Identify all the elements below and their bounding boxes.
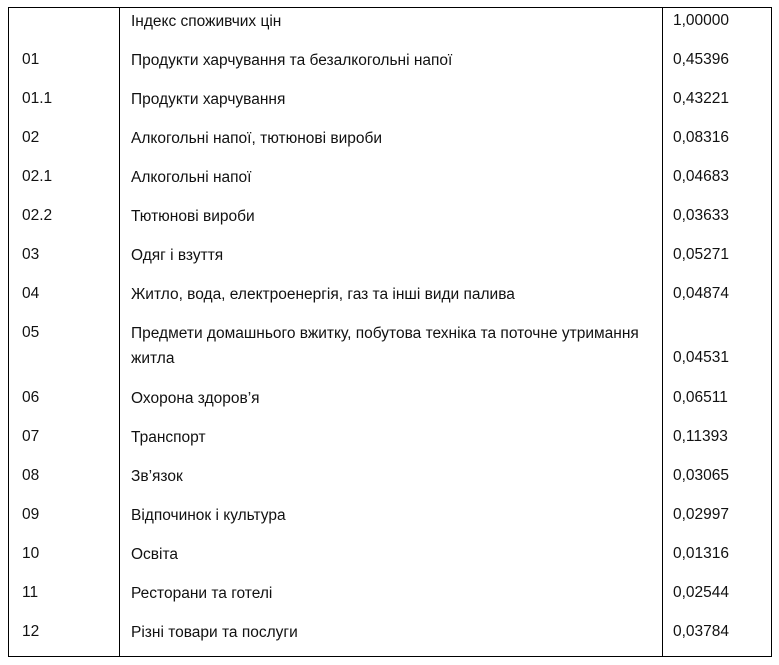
row-code: 04 [22, 285, 40, 302]
table-row: 10 Освіта 0,01316 [9, 541, 771, 580]
row-code: 02 [22, 129, 40, 146]
table-row: Індекс споживчих цін 1,00000 [9, 8, 771, 47]
row-name: Транспорт [131, 429, 206, 446]
row-code: 02.2 [22, 207, 53, 224]
row-name: Тютюнові вироби [131, 208, 255, 225]
table-row: 07 Транспорт 0,11393 [9, 424, 771, 463]
table-row: 11 Ресторани та готелі 0,02544 [9, 580, 771, 619]
row-code: 11 [22, 584, 39, 601]
row-value: 0,01316 [673, 545, 730, 562]
table-row: 01 Продукти харчування та безалкогольні н… [9, 47, 771, 86]
row-code: 01 [22, 51, 40, 68]
row-name: Різні товари та послуги [131, 624, 298, 641]
row-name: Одяг і взуття [131, 247, 224, 264]
row-code: 12 [22, 623, 40, 640]
row-name: Зв’язок [131, 468, 183, 485]
row-value: 0,45396 [673, 51, 730, 68]
row-code: 02.1 [22, 168, 53, 185]
table-row: 06 Охорона здоров’я 0,06511 [9, 385, 771, 424]
row-code: 07 [22, 428, 40, 445]
table-row: 03 Одяг і взуття 0,05271 [9, 242, 771, 281]
row-value: 0,05271 [673, 246, 730, 263]
row-code: 01.1 [22, 90, 53, 107]
table-row: 08 Зв’язок 0,03065 [9, 463, 771, 502]
row-name: Індекс споживчих цін [131, 13, 282, 30]
table-row: 02 Алкогольні напої, тютюнові вироби 0,083… [9, 125, 771, 164]
table-row: 02.2 Тютюнові вироби 0,03633 [9, 203, 771, 242]
table-row: 05 Предмети домашнього вжитку, побутова т… [9, 320, 771, 385]
row-name: Предмети домашнього вжитку, побутова тех… [131, 325, 639, 367]
row-value: 0,04531 [673, 349, 730, 366]
table-body: Індекс споживчих цін 1,00000 01 Продукти ха… [9, 8, 771, 658]
row-value: 0,04874 [673, 285, 730, 302]
row-value: 0,02544 [673, 584, 730, 601]
row-name: Продукти харчування [131, 91, 286, 108]
row-value: 0,04683 [673, 168, 730, 185]
row-name: Продукти харчування та безалкогольні нап… [131, 52, 453, 69]
row-name: Освіта [131, 546, 179, 563]
row-value: 0,03784 [673, 623, 730, 640]
row-code: 06 [22, 389, 40, 406]
column-divider [662, 8, 663, 656]
row-value: 0,43221 [673, 90, 730, 107]
row-value: 0,11393 [673, 428, 728, 445]
row-value: 0,03633 [673, 207, 730, 224]
row-code: 05 [22, 324, 40, 341]
row-name: Охорона здоров’я [131, 390, 260, 407]
row-code: 10 [22, 545, 40, 562]
row-code: 03 [22, 246, 40, 263]
column-divider [119, 8, 120, 656]
table-row: 09 Відпочинок і культура 0,02997 [9, 502, 771, 541]
row-value: 0,08316 [673, 129, 730, 146]
row-name: Відпочинок і культура [131, 507, 286, 524]
row-name: Алкогольні напої, тютюнові вироби [131, 130, 383, 147]
table-row: 02.1 Алкогольні напої 0,04683 [9, 164, 771, 203]
row-name: Житло, вода, електроенергія, газ та інші… [131, 286, 515, 303]
row-name: Ресторани та готелі [131, 585, 273, 602]
cpi-weights-table: Індекс споживчих цін 1,00000 01 Продукти ха… [8, 7, 772, 657]
table-row: 01.1 Продукти харчування 0,43221 [9, 86, 771, 125]
row-value: 0,03065 [673, 467, 730, 484]
row-value: 0,02997 [673, 506, 730, 523]
table-row: 12 Різні товари та послуги 0,03784 [9, 619, 771, 658]
row-value: 0,06511 [673, 389, 728, 406]
row-code: 09 [22, 506, 40, 523]
row-value: 1,00000 [673, 12, 730, 29]
table-row: 04 Житло, вода, електроенергія, газ та ін… [9, 281, 771, 320]
row-name: Алкогольні напої [131, 169, 252, 186]
row-code: 08 [22, 467, 40, 484]
